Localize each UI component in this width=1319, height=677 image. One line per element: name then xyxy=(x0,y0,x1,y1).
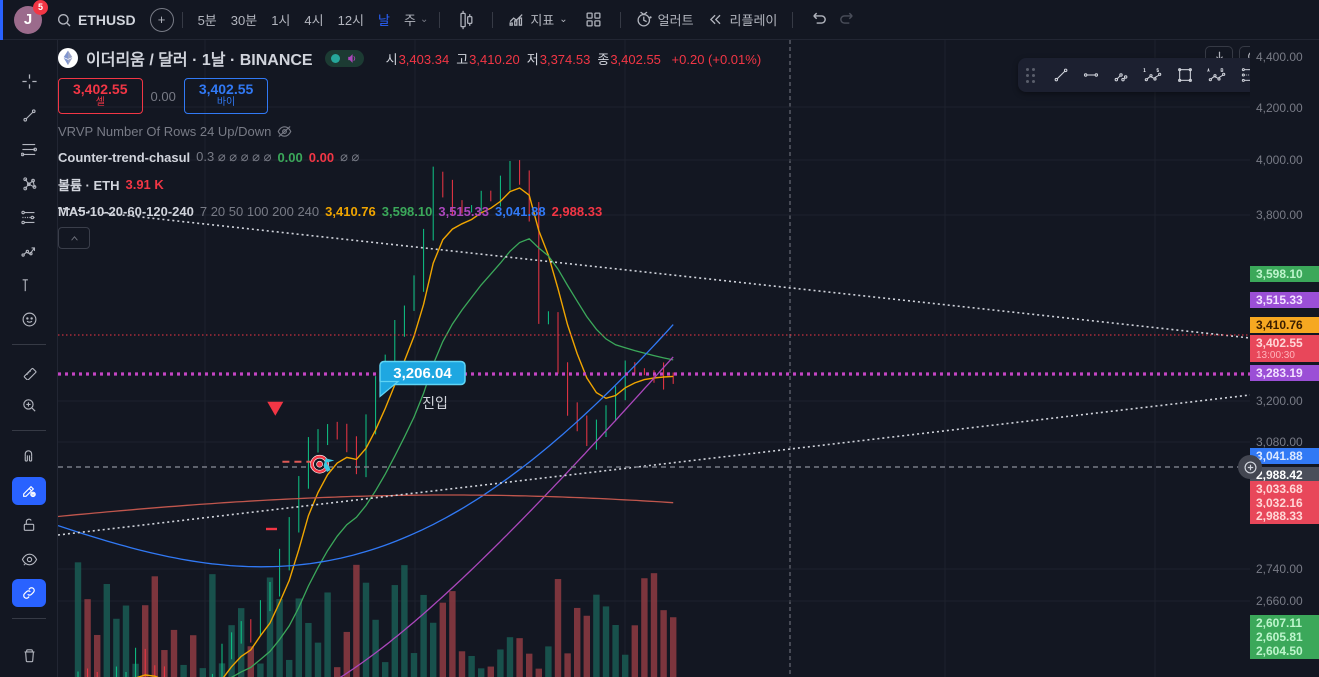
svg-text:3,206.04: 3,206.04 xyxy=(393,365,452,382)
svg-text:진입: 진입 xyxy=(422,395,448,411)
